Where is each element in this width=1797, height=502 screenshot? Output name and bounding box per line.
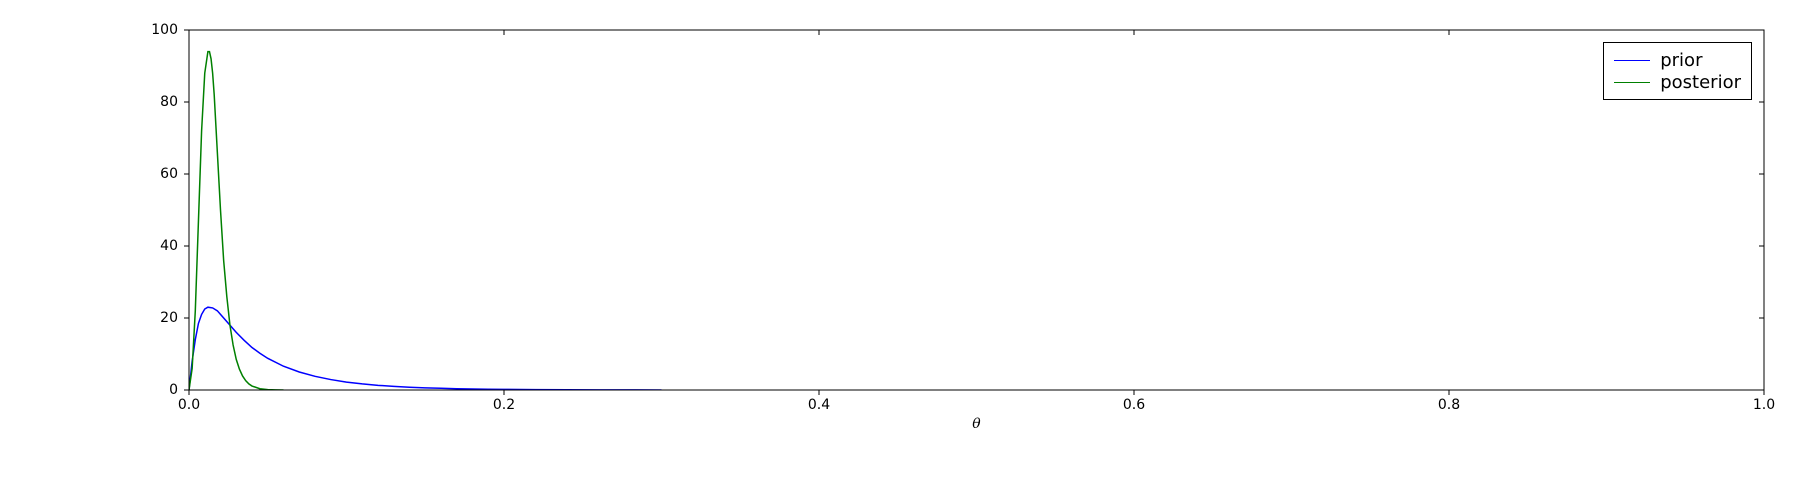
x-axis-label: θ [972,416,980,432]
x-tick-label: 1.0 [1753,397,1775,413]
x-tick-label: 0.0 [178,397,200,413]
legend-label: posterior [1660,72,1741,93]
legend-line-icon [1614,82,1650,83]
y-tick-label: 100 [151,22,178,38]
plot-svg [0,0,1797,502]
legend: priorposterior [1603,42,1752,100]
x-tick-label: 0.4 [808,397,830,413]
y-tick-label: 60 [160,166,178,182]
y-tick-label: 0 [169,382,178,398]
legend-entry: posterior [1614,71,1741,93]
legend-entry: prior [1614,49,1741,71]
chart-figure: 0.0 0.2 0.4 0.6 0.8 1.0 0 20 40 60 80 100 θ priorpost… [0,0,1797,502]
x-tick-label: 0.6 [1123,397,1145,413]
y-tick-label: 20 [160,310,178,326]
x-tick-label: 0.2 [493,397,515,413]
y-tick-label: 80 [160,94,178,110]
x-tick-label: 0.8 [1438,397,1460,413]
y-tick-label: 40 [160,238,178,254]
legend-line-icon [1614,60,1650,61]
legend-label: prior [1660,50,1702,71]
